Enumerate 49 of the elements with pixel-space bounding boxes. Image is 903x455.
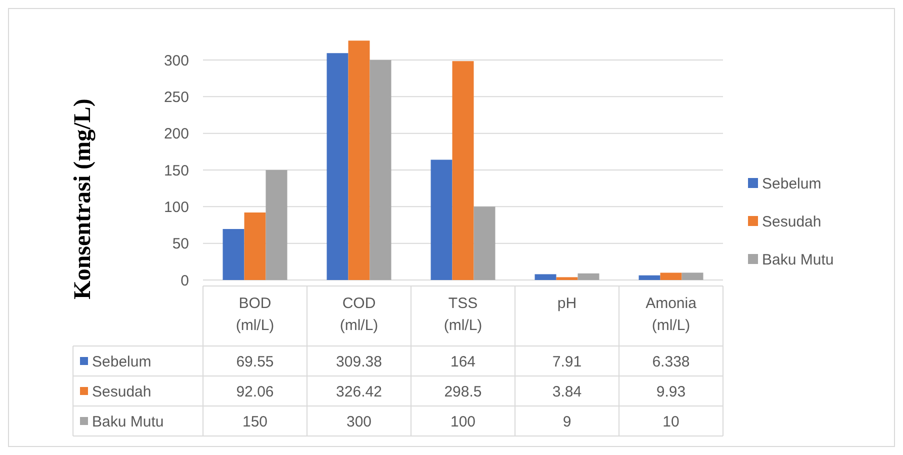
bar (266, 170, 288, 280)
y-tick-label: 300 (164, 52, 189, 70)
bar (452, 61, 474, 280)
data-label: 100 (450, 413, 476, 430)
bar (682, 272, 704, 280)
x-tick-label: Amonia (ml/L) (646, 295, 698, 334)
data-label: 298.5 (444, 383, 482, 400)
legend-label: Baku Mutu (762, 251, 834, 268)
text: Sebelum (92, 353, 152, 370)
bar (348, 40, 370, 280)
data-label: 69.55 (236, 353, 274, 370)
bar (430, 160, 452, 280)
data-label: 10 (662, 413, 680, 430)
data-label: 300 (346, 413, 372, 430)
y-tick-label: 250 (164, 88, 189, 106)
bar (534, 274, 556, 280)
data-label: 3.84 (552, 383, 582, 400)
x-tick-label: COD (ml/L) (340, 295, 378, 334)
y-axis-title: Konsentrasi (mg/L) (70, 98, 96, 300)
bar (474, 206, 496, 280)
bar (556, 277, 578, 280)
y-tick-label: 200 (164, 126, 189, 143)
data-label: 150 (242, 413, 268, 430)
bar (244, 212, 266, 280)
y-tick-label: 50 (172, 236, 189, 253)
x-tick-label: BOD (ml/L) (236, 295, 274, 334)
data-label: 164 (450, 353, 476, 370)
legend-label: Sesudah (762, 213, 822, 230)
x-tick-label: pH (557, 295, 577, 312)
bar (326, 53, 348, 280)
text: Baku Mutu (92, 413, 164, 430)
y-tick-label: 150 (164, 162, 189, 180)
bar (660, 272, 682, 280)
text: Sesudah (92, 383, 152, 400)
bar (370, 60, 392, 280)
legend-label: Sebelum (762, 175, 822, 192)
data-label: 7.91 (552, 353, 582, 370)
y-tick-label: 0 (180, 272, 189, 290)
data-label: 9.93 (656, 383, 686, 400)
data-label: 326.42 (336, 383, 382, 400)
x-tick-label: TSS (ml/L) (444, 295, 482, 334)
bar (222, 228, 244, 280)
data-label: 309.38 (336, 353, 382, 370)
data-label: 6.338 (652, 353, 690, 370)
data-label: 9 (562, 413, 572, 430)
data-label: 92.06 (236, 383, 274, 400)
y-tick-label: 100 (164, 198, 189, 216)
bar (578, 273, 600, 280)
bar (638, 275, 660, 280)
